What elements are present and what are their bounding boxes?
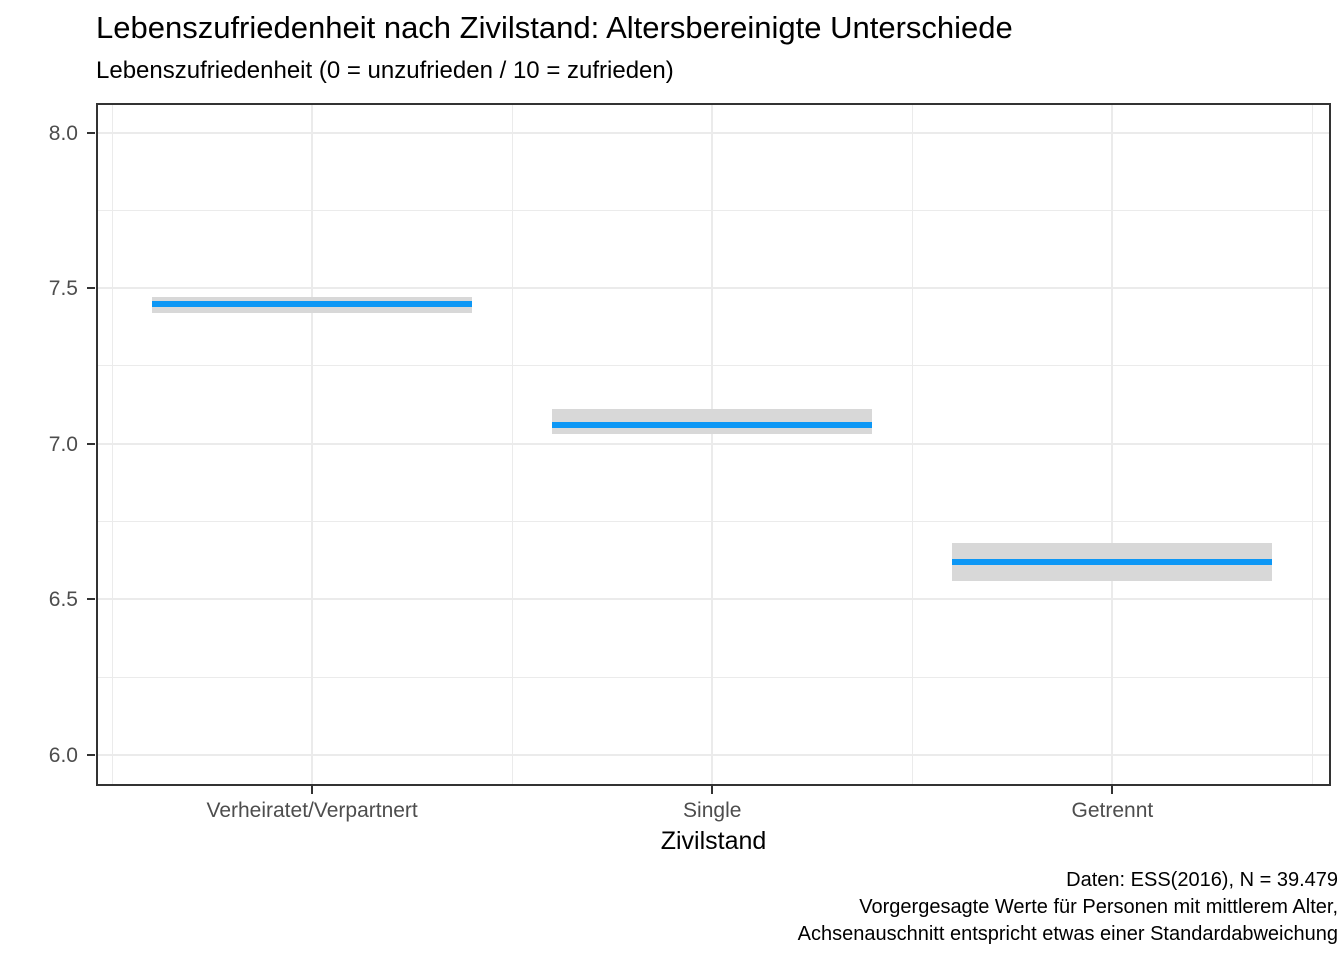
y-axis-tick [87, 442, 95, 445]
gridline-vertical-minor [911, 103, 913, 786]
y-axis-tick-label: 7.5 [48, 277, 78, 301]
gridline-horizontal-minor [96, 365, 1331, 367]
x-axis-tick [711, 786, 714, 794]
x-axis-tick [311, 786, 314, 794]
y-axis-tick [87, 753, 95, 756]
gridline-horizontal-minor [96, 209, 1331, 211]
gridline-vertical-minor [1311, 103, 1313, 786]
x-axis-category-label: Verheiratet/Verpartnert [206, 799, 418, 822]
gridline-horizontal-major [96, 753, 1331, 756]
chart-title: Lebenszufriedenheit nach Zivilstand: Alt… [96, 10, 1013, 45]
fit-line [152, 300, 473, 307]
x-axis-tick [1111, 786, 1114, 794]
chart-subtitle: Lebenszufriedenheit (0 = unzufrieden / 1… [96, 57, 674, 84]
caption: Daten: ESS(2016), N = 39.479 Vorgergesag… [798, 867, 1338, 948]
gridline-vertical-major [711, 103, 714, 786]
gridline-horizontal-major [96, 598, 1331, 601]
y-axis-tick [87, 598, 95, 601]
gridline-vertical-major [1111, 103, 1114, 786]
fit-line [952, 558, 1273, 565]
fit-line [552, 422, 873, 429]
y-axis-tick-label: 8.0 [48, 121, 78, 145]
caption-line-2: Vorgergesagte Werte für Personen mit mit… [859, 896, 1338, 918]
x-axis-category-label: Single [683, 799, 742, 822]
gridline-horizontal-minor [96, 676, 1331, 678]
y-axis-tick [87, 287, 95, 290]
caption-line-1: Daten: ESS(2016), N = 39.479 [1066, 869, 1338, 891]
gridline-horizontal-major [96, 442, 1331, 445]
y-axis-tick-label: 6.5 [48, 588, 78, 612]
gridline-horizontal-minor [96, 521, 1331, 522]
gridline-vertical-major [311, 103, 314, 786]
gridline-vertical-minor [111, 103, 113, 786]
gridline-horizontal-major [96, 131, 1331, 134]
plot-panel [96, 103, 1331, 786]
y-axis-tick-label: 7.0 [48, 432, 78, 456]
x-axis-category-label: Getrennt [1071, 799, 1154, 822]
y-axis-tick-label: 6.0 [48, 743, 78, 767]
x-axis-title: Zivilstand [660, 827, 767, 855]
gridline-horizontal-major [96, 287, 1331, 290]
y-axis-tick [87, 131, 95, 134]
ci-band [552, 409, 873, 435]
caption-line-3: Achsenauschnitt entspricht etwas einer S… [797, 923, 1338, 945]
gridline-vertical-minor [511, 103, 513, 786]
